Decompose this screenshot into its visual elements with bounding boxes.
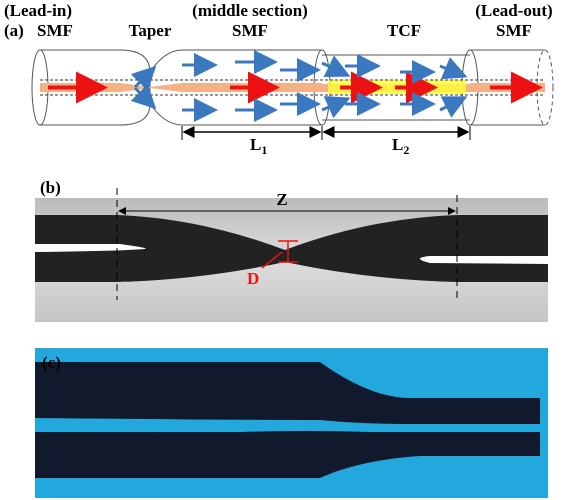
fiber-image: [35, 362, 540, 424]
blue-arrows: [130, 50, 468, 122]
fiber-image: [35, 215, 548, 282]
tcf-fiber: [322, 54, 470, 121]
symbol: L: [250, 135, 261, 154]
dimension-label: L1: [250, 135, 267, 157]
symbol: L: [392, 135, 403, 154]
panel-c: (c): [35, 348, 548, 498]
core-glow: [35, 244, 146, 252]
section-name: (middle section): [192, 1, 308, 20]
lead-out-fiber: [470, 49, 545, 126]
fiber-type: SMF: [37, 21, 73, 40]
section-name: (Lead-out): [475, 1, 552, 20]
fiber-type: SMF: [496, 21, 532, 40]
diameter-marker: [261, 240, 298, 269]
section-name: Taper: [129, 21, 172, 40]
fiber-image: [35, 431, 540, 478]
panel-label: (a): [4, 21, 24, 40]
subscript: 2: [403, 143, 409, 157]
panel-b: Z D (b): [35, 178, 548, 322]
panel-label: (b): [40, 178, 61, 197]
panel-a: (a) (Lead-in) SMF Taper (middle section)…: [4, 1, 554, 157]
dimension-label: L2: [392, 135, 409, 157]
length-label: Z: [276, 190, 287, 209]
diameter-label: D: [247, 269, 259, 288]
panel-label: (c): [42, 353, 61, 372]
fiber-type: TCF: [387, 21, 421, 40]
core-glow: [420, 256, 548, 264]
subscript: 1: [261, 143, 267, 157]
section-name: (Lead-in): [4, 1, 72, 20]
fiber-type: SMF: [232, 21, 268, 40]
